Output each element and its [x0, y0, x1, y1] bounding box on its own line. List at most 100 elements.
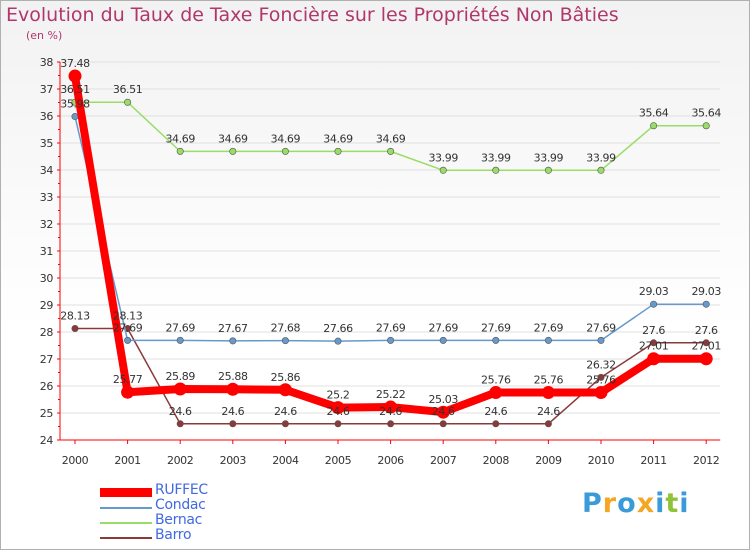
data-label-bernac: 34.69	[218, 132, 248, 145]
data-point-condac	[702, 300, 710, 308]
data-point-barro	[387, 420, 395, 428]
data-label-barro: 27.6	[642, 324, 665, 337]
data-point-ruffec	[226, 382, 240, 396]
data-label-barro: 27.6	[695, 324, 718, 337]
data-label-bernac: 35.64	[691, 107, 721, 120]
data-label-barro: 24.6	[327, 405, 350, 418]
data-point-condac	[124, 336, 132, 344]
data-label-ruffec: 25.76	[481, 373, 511, 386]
data-point-bernac	[650, 122, 658, 130]
data-point-bernac	[387, 147, 395, 155]
data-point-ruffec	[647, 352, 661, 366]
data-point-bernac	[492, 166, 500, 174]
data-label-condac: 27.69	[534, 321, 564, 334]
y-tick-label: 32	[40, 218, 53, 231]
data-label-condac: 27.67	[218, 322, 248, 335]
legend-label: Barro	[155, 527, 192, 543]
data-label-bernac: 34.69	[376, 132, 406, 145]
data-label-condac: 27.69	[376, 321, 406, 334]
data-point-condac	[229, 337, 237, 345]
data-point-barro	[176, 420, 184, 428]
data-point-condac	[334, 337, 342, 345]
legend-label: Bernac	[155, 512, 203, 528]
data-point-bernac	[702, 122, 710, 130]
data-label-ruffec: 25.76	[534, 373, 564, 386]
data-label-bernac: 33.99	[534, 151, 564, 164]
y-tick-label: 36	[40, 110, 54, 123]
data-label-condac: 35.98	[60, 98, 90, 111]
data-point-ruffec	[278, 383, 292, 397]
data-point-barro	[702, 339, 710, 347]
data-label-bernac: 33.99	[586, 151, 616, 164]
data-label-barro: 28.13	[60, 309, 90, 322]
data-label-bernac: 35.64	[639, 107, 669, 120]
data-point-barro	[71, 324, 79, 332]
y-tick-label: 29	[40, 299, 54, 312]
data-label-condac: 27.69	[165, 321, 195, 334]
logo-letter: i	[679, 488, 690, 519]
data-label-condac: 27.69	[586, 321, 616, 334]
proxiti-logo: Proxiti	[582, 488, 690, 519]
y-tick-label: 35	[40, 137, 54, 150]
data-point-barro	[439, 420, 447, 428]
data-point-bernac	[544, 166, 552, 174]
data-point-condac	[492, 336, 500, 344]
data-point-ruffec	[541, 385, 555, 399]
y-tick-label: 27	[40, 353, 54, 366]
data-label-barro: 24.6	[379, 405, 402, 418]
data-label-ruffec: 25.89	[165, 370, 195, 383]
data-point-condac	[439, 336, 447, 344]
logo-letter: r	[602, 488, 618, 519]
data-point-barro	[334, 420, 342, 428]
data-point-condac	[71, 113, 79, 121]
x-tick-label: 2011	[640, 454, 666, 467]
data-point-condac	[176, 336, 184, 344]
logo-letter: t	[665, 488, 680, 519]
data-label-barro: 26.32	[586, 358, 616, 371]
data-point-bernac	[229, 147, 237, 155]
x-tick-label: 2004	[272, 454, 299, 467]
data-point-ruffec	[121, 385, 135, 399]
data-point-condac	[544, 336, 552, 344]
data-label-condac: 27.66	[323, 322, 353, 335]
data-label-ruffec: 37.48	[60, 57, 90, 70]
data-label-barro: 24.6	[274, 405, 297, 418]
data-label-bernac: 34.69	[323, 132, 353, 145]
data-label-condac: 29.03	[639, 285, 669, 298]
data-label-bernac: 34.69	[271, 132, 301, 145]
data-point-ruffec	[489, 385, 503, 399]
legend-swatch	[100, 506, 152, 509]
data-label-condac: 29.03	[691, 285, 721, 298]
y-tick-label: 30	[40, 272, 54, 285]
data-point-bernac	[176, 147, 184, 155]
y-tick-label: 34	[40, 164, 54, 177]
data-point-ruffec	[594, 385, 608, 399]
data-label-ruffec: 25.2	[327, 389, 350, 402]
data-point-ruffec	[436, 405, 450, 419]
data-label-bernac: 36.51	[60, 83, 90, 96]
chart-title: Evolution du Taux de Taxe Foncière sur l…	[6, 4, 619, 26]
data-point-bernac	[281, 147, 289, 155]
data-label-condac: 27.68	[271, 322, 301, 335]
data-point-barro	[492, 420, 500, 428]
data-label-ruffec: 25.77	[113, 373, 143, 386]
data-point-condac	[281, 337, 289, 345]
data-point-condac	[597, 336, 605, 344]
legend-label: RUFFEC	[155, 482, 208, 498]
data-point-ruffec	[699, 352, 713, 366]
data-label-condac: 27.69	[113, 321, 143, 334]
data-point-ruffec	[173, 382, 187, 396]
y-tick-label: 31	[40, 245, 53, 258]
data-label-barro: 24.6	[221, 405, 244, 418]
data-point-barro	[281, 420, 289, 428]
data-label-barro: 24.6	[537, 405, 560, 418]
y-tick-label: 26	[40, 380, 54, 393]
y-tick-label: 28	[40, 326, 54, 339]
data-label-bernac: 36.51	[113, 83, 143, 96]
data-point-condac	[387, 336, 395, 344]
x-tick-label: 2002	[167, 454, 193, 467]
data-label-barro: 28.13	[113, 309, 143, 322]
y-axis-unit: (en %)	[26, 29, 63, 42]
data-label-bernac: 33.99	[481, 151, 511, 164]
x-tick-label: 2008	[483, 454, 510, 467]
